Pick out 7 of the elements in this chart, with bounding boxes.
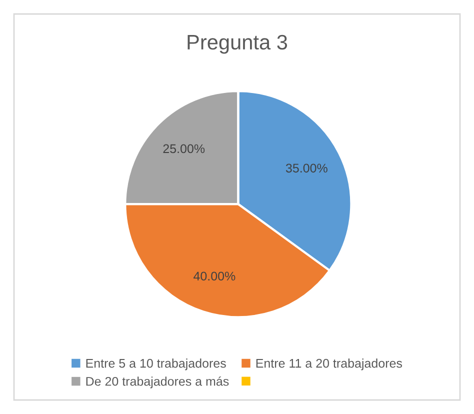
legend-label: De 20 trabajadores a más (86, 376, 229, 388)
data-label: 35.00% (286, 164, 328, 173)
chart-title: Pregunta 3 (188, 34, 288, 54)
legend-label: Entre 5 a 10 trabajadores (86, 358, 226, 370)
legend-label: Entre 11 a 20 trabajadores (256, 358, 402, 370)
data-label: 25.00% (163, 144, 205, 154)
data-label: 40.00% (194, 272, 236, 281)
